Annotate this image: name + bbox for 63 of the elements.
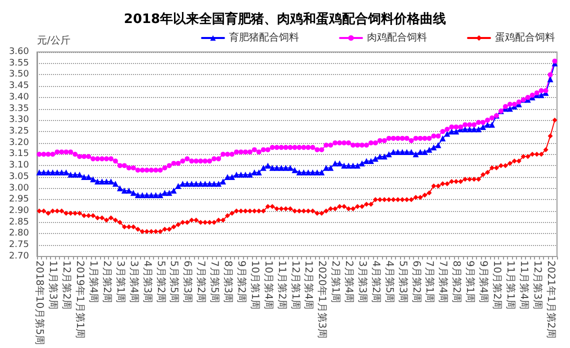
x-tick-label: 12月第2周 xyxy=(60,260,73,310)
y-tick-label: 3.20 xyxy=(8,138,30,148)
x-tick-label: 2020年1月第3周 xyxy=(316,260,328,339)
x-tick-label: 3月第1周 xyxy=(114,260,126,304)
x-tick-label: 7月第4周 xyxy=(437,260,450,304)
x-tick-label: 7月第5周 xyxy=(208,260,221,304)
x-tick-label: 6月第2周 xyxy=(410,260,422,304)
y-tick-label: 3.40 xyxy=(8,92,30,102)
x-tick-label: 4月第5周 xyxy=(383,260,396,304)
x-tick-label: 2月第1周 xyxy=(330,260,342,304)
x-tick-label: 9月第2周 xyxy=(235,260,248,304)
chart-title: 2018年以来全国育肥猪、肉鸡和蛋鸡配合饲料价格曲线 xyxy=(124,11,446,27)
y-tick-label: 3.60 xyxy=(8,47,30,57)
x-tick-label: 4月第2周 xyxy=(370,260,382,304)
x-tick-label: 11月第1周 xyxy=(504,260,516,310)
x-tick-label: 2019年1月第1周 xyxy=(74,260,86,339)
y-tick-label: 3.45 xyxy=(8,81,29,92)
x-tick-label: 10月第4周 xyxy=(262,260,274,310)
x-tick-label: 8月第2周 xyxy=(450,260,463,304)
x-tick-label: 1月第4周 xyxy=(88,260,100,304)
x-tick-label: 10月第2周 xyxy=(490,260,503,310)
x-tick-label: 5月第2周 xyxy=(154,260,167,304)
y-tick-label: 3.25 xyxy=(8,126,29,137)
legend-label: 肉鸡配合饲料 xyxy=(367,32,427,44)
y-tick-label: 2.80 xyxy=(8,228,30,239)
x-tick-label: 11月第2周 xyxy=(276,260,288,310)
y-tick-label: 3.10 xyxy=(8,160,30,171)
x-tick-label: 11月第4周 xyxy=(518,260,530,310)
y-tick-label: 3.30 xyxy=(8,115,30,126)
y-axis-title: 元/公斤 xyxy=(37,34,70,46)
x-tick-label: 2月第4周 xyxy=(343,260,356,304)
y-tick-label: 2.95 xyxy=(8,194,29,205)
x-tick-label: 3月第3周 xyxy=(356,260,368,304)
legend-label: 蛋鸡配合饲料 xyxy=(495,32,555,44)
y-tick-label: 2.85 xyxy=(8,217,29,228)
x-tick-label: 6月第3周 xyxy=(182,260,194,304)
x-tick-label: 9月第1周 xyxy=(464,260,476,304)
legend-label: 育肥猪配合饲料 xyxy=(229,32,299,44)
x-tick-label: 7月第2周 xyxy=(195,260,208,304)
y-tick-label: 2.90 xyxy=(8,206,30,216)
x-tick-label: 5月第3周 xyxy=(396,260,409,304)
x-tick-label: 12月第3周 xyxy=(531,260,544,310)
x-tick-label: 7月第1周 xyxy=(424,260,436,304)
y-tick-label: 2.70 xyxy=(8,251,30,262)
x-tick-label: 12月第1周 xyxy=(289,260,302,310)
x-tick-label: 11月第3周 xyxy=(47,260,60,310)
x-tick-label: 4月第3周 xyxy=(141,260,154,304)
y-tick-label: 3.50 xyxy=(8,70,30,80)
x-tick-label: 2021年1月第2周 xyxy=(544,260,557,339)
y-tick-label: 3.35 xyxy=(8,104,29,114)
y-tick-label: 3.15 xyxy=(8,149,29,160)
y-tick-label: 3.05 xyxy=(8,172,29,182)
x-tick-label: 9月第4周 xyxy=(478,260,490,304)
x-tick-label: 2018年10月第5周 xyxy=(34,260,46,346)
y-tick-label: 3.55 xyxy=(8,58,29,68)
x-tick-label: 5月第5周 xyxy=(168,260,180,304)
x-tick-label: 12月第4周 xyxy=(302,260,315,310)
y-tick-label: 2.75 xyxy=(8,240,29,250)
x-tick-label: 10月第1周 xyxy=(248,260,261,310)
y-tick-label: 3.00 xyxy=(8,183,30,194)
x-tick-label: 8月第3周 xyxy=(222,260,234,304)
x-tick-label: 3月第4周 xyxy=(128,260,140,304)
x-tick-label: 2月第2周 xyxy=(100,260,113,304)
